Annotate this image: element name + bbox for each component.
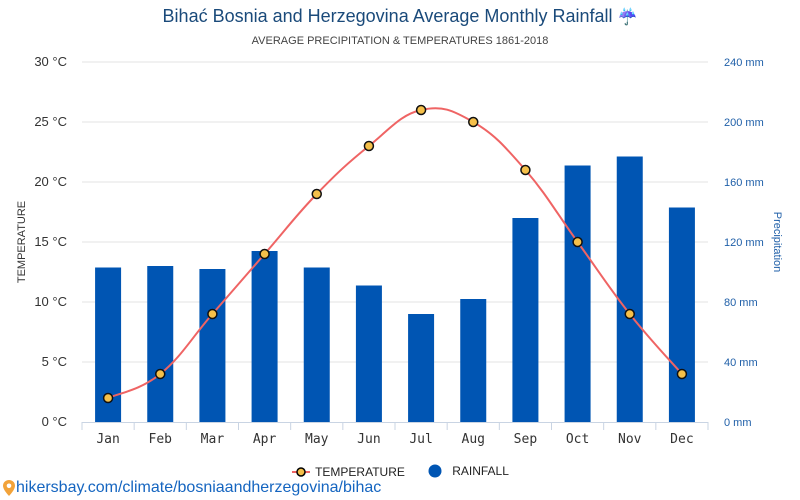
right-tick-label: 80 mm bbox=[724, 297, 758, 309]
temperature-point bbox=[415, 104, 427, 116]
temperature-point bbox=[311, 188, 322, 200]
right-tick-label: 40 mm bbox=[724, 357, 758, 369]
right-axis-title: Precipitation bbox=[771, 212, 783, 273]
legend-item-temperature[interactable]: TEMPERATURE bbox=[291, 465, 405, 479]
circle-marker-icon bbox=[428, 464, 442, 478]
temperature-point bbox=[155, 368, 166, 380]
temperature-point bbox=[468, 116, 479, 128]
right-tick-label: 0 mm bbox=[724, 417, 752, 429]
legend-label-rainfall: RAINFALL bbox=[452, 464, 509, 478]
legend-item-rainfall[interactable]: RAINFALL bbox=[428, 464, 509, 478]
x-tick-label: Jun bbox=[357, 432, 380, 447]
rainfall-bar bbox=[616, 156, 643, 422]
source-link-text: hikersbay.com/climate/bosniaandherzegovi… bbox=[16, 479, 382, 496]
map-pin-icon bbox=[3, 480, 15, 496]
x-tick-label: Nov bbox=[618, 432, 642, 447]
x-tick-label: Jul bbox=[409, 432, 432, 447]
temperature-point bbox=[520, 164, 531, 176]
line-marker-icon bbox=[292, 467, 311, 477]
temperature-line bbox=[107, 107, 683, 399]
left-tick-label: 15 °C bbox=[34, 234, 67, 249]
rainfall-bar bbox=[512, 218, 539, 422]
rainfall-bar bbox=[147, 266, 174, 422]
rainfall-bar bbox=[251, 251, 278, 422]
temperature-point bbox=[624, 308, 635, 320]
temperature-point bbox=[363, 140, 375, 152]
x-tick-label: Dec bbox=[670, 432, 693, 447]
left-tick-label: 10 °C bbox=[34, 294, 67, 309]
left-tick-label: 30 °C bbox=[34, 54, 67, 69]
x-tick-label: May bbox=[305, 432, 329, 447]
chart-subtitle: AVERAGE PRECIPITATION & TEMPERATURES 186… bbox=[251, 35, 549, 47]
rainfall-bar bbox=[408, 314, 435, 422]
temperature-point bbox=[676, 368, 688, 380]
right-tick-label: 160 mm bbox=[724, 177, 764, 189]
x-tick-label: Jan bbox=[96, 432, 119, 447]
chart-title: Bihać Bosnia and Herzegovina Average Mon… bbox=[0, 6, 800, 27]
rainfall-bar bbox=[668, 207, 695, 422]
x-tick-label: Feb bbox=[149, 432, 173, 447]
rainfall-bar bbox=[355, 285, 382, 422]
rainfall-bar bbox=[564, 165, 591, 422]
temperature-point bbox=[102, 392, 114, 404]
temperature-point bbox=[259, 248, 270, 260]
left-tick-label: 20 °C bbox=[34, 174, 67, 189]
source-link[interactable]: hikersbay.com/climate/bosniaandherzegovi… bbox=[2, 479, 381, 497]
right-tick-label: 120 mm bbox=[724, 237, 764, 249]
x-tick-label: Mar bbox=[201, 432, 225, 447]
x-tick-label: Oct bbox=[566, 432, 589, 447]
temperature-point bbox=[207, 308, 218, 320]
temperature-point bbox=[572, 236, 583, 248]
rainfall-bar bbox=[303, 267, 330, 422]
left-axis-title: TEMPERATURE bbox=[16, 201, 28, 283]
x-tick-label: Aug bbox=[462, 432, 485, 447]
left-tick-label: 0 °C bbox=[42, 414, 67, 429]
right-tick-label: 240 mm bbox=[724, 57, 764, 69]
umbrella-rain-icon: ☔ bbox=[617, 9, 638, 26]
left-tick-label: 5 °C bbox=[42, 354, 67, 369]
rainfall-bar bbox=[460, 299, 487, 422]
chart-title-text: Bihać Bosnia and Herzegovina Average Mon… bbox=[162, 6, 613, 26]
x-tick-label: Apr bbox=[253, 432, 277, 447]
legend: TEMPERATURE RAINFALL bbox=[0, 464, 800, 481]
right-tick-label: 200 mm bbox=[724, 117, 764, 129]
rainfall-bar bbox=[199, 269, 226, 422]
left-tick-label: 25 °C bbox=[34, 114, 67, 129]
legend-label-temperature: TEMPERATURE bbox=[315, 465, 405, 479]
x-tick-label: Sep bbox=[514, 432, 538, 447]
